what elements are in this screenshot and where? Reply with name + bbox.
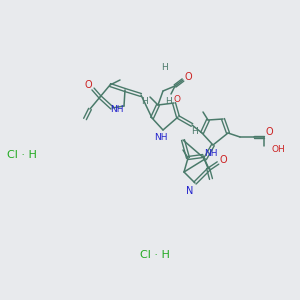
Text: NH: NH <box>154 134 168 142</box>
Text: H: H <box>165 97 171 106</box>
Text: NH: NH <box>204 148 218 158</box>
Text: Cl · H: Cl · H <box>7 150 37 160</box>
Text: Cl · H: Cl · H <box>140 250 170 260</box>
Text: NH: NH <box>110 104 124 113</box>
Text: O: O <box>184 72 192 82</box>
Text: O: O <box>265 127 273 137</box>
Text: H: H <box>192 128 198 136</box>
Text: H: H <box>162 64 168 73</box>
Text: O: O <box>84 80 92 90</box>
Text: N: N <box>186 186 194 196</box>
Text: O: O <box>219 155 227 165</box>
Text: H: H <box>141 98 147 106</box>
Text: O: O <box>173 94 181 103</box>
Text: OH: OH <box>272 145 286 154</box>
